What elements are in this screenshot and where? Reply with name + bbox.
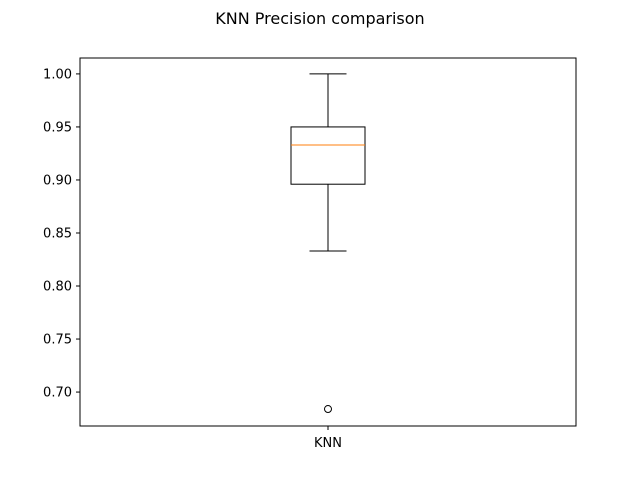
y-tick-label: 0.70 [43,386,72,401]
y-tick-label: 1.00 [43,67,72,82]
y-tick-label: 0.80 [43,280,72,295]
chart-title: KNN Precision comparison [215,9,424,28]
outlier-point [324,405,332,414]
y-tick-label: 0.85 [43,226,72,241]
x-axis: KNN [314,426,342,451]
y-axis: 0.70 0.75 0.80 0.85 0.90 0.95 1.00 [43,67,80,401]
x-tick-label: KNN [314,436,342,451]
y-tick-label: 0.75 [43,333,72,348]
plot-marks [290,73,366,414]
y-tick-label: 0.90 [43,173,72,188]
y-tick-label: 0.95 [43,120,72,135]
iqr-box [290,126,366,185]
